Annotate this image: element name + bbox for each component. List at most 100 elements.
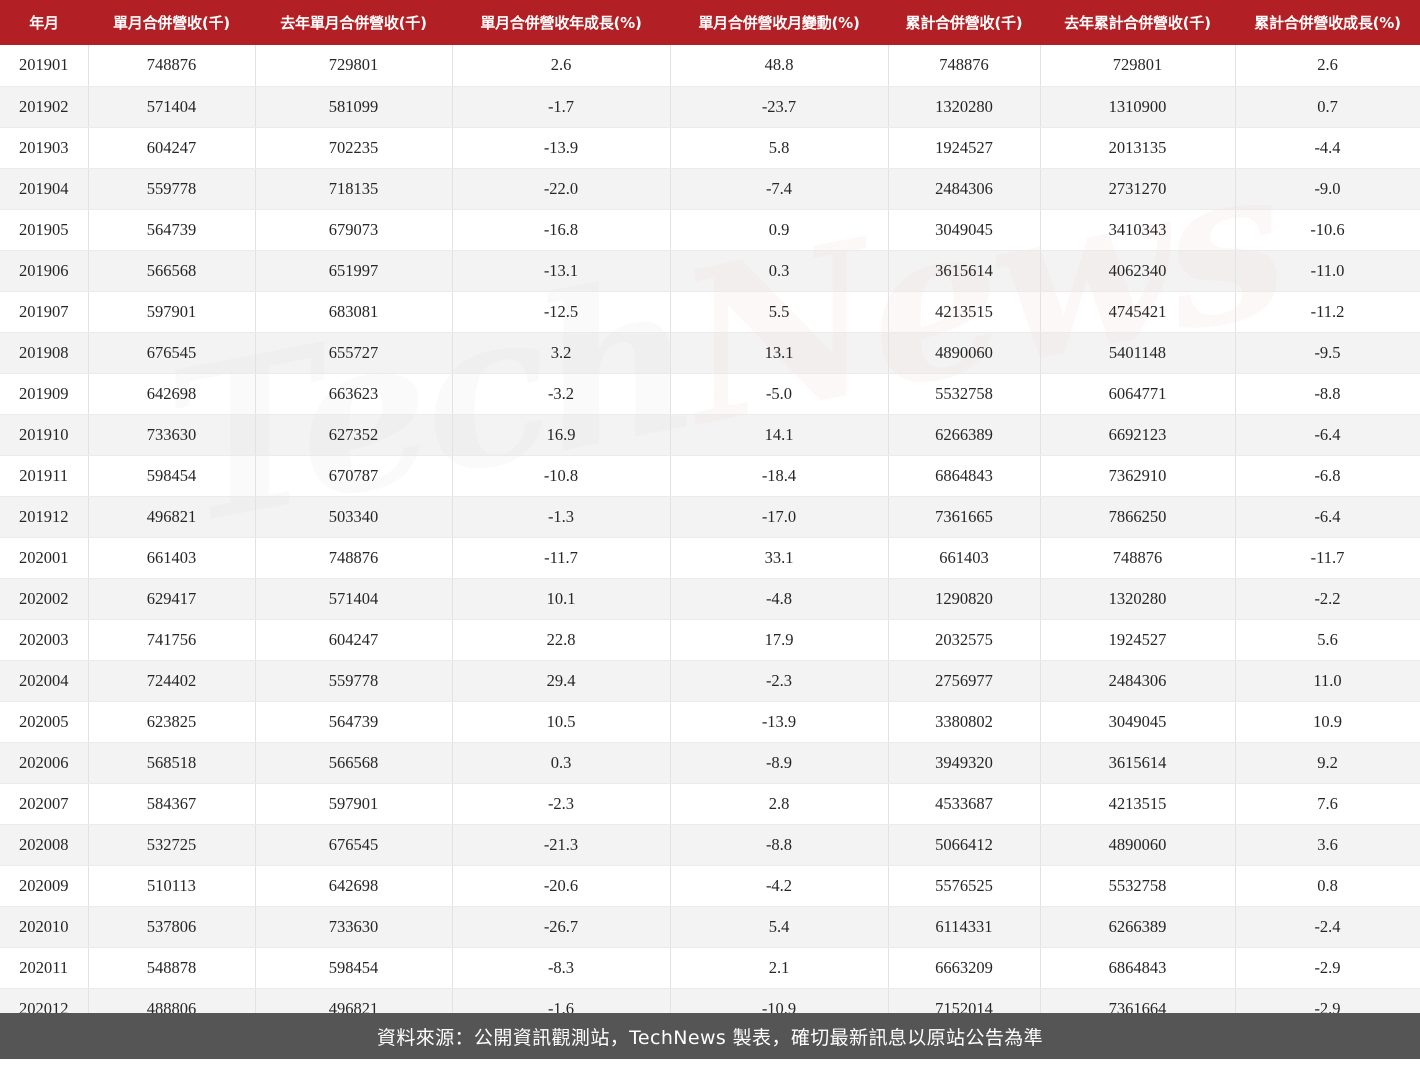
cell-monthly-revenue: 741756 [88,619,256,661]
cell-monthly-yoy-growth: 16.9 [452,414,671,456]
column-header-monthly-revenue-ly[interactable]: 去年單月合併營收(千) [255,0,452,45]
footer-bar: 資料來源：公開資訊觀測站，TechNews 製表，確切最新訊息以原站公告為準 [0,1013,1420,1059]
table-row: 202009 510113 642698 -20.6 -4.2 5576525 553275… [0,865,1420,907]
cell-monthly-revenue-ly: 642698 [255,865,453,907]
cell-cumulative-revenue-ly: 1320280 [1040,578,1236,620]
cell-cumulative-growth: -8.8 [1235,373,1420,415]
cell-cumulative-revenue: 7361665 [888,496,1041,538]
column-header-cumulative-revenue[interactable]: 累計合併營收(千) [888,0,1040,45]
cell-cumulative-revenue-ly: 4213515 [1040,783,1236,825]
cell-monthly-mom-change: -5.0 [670,373,889,415]
cell-cumulative-revenue-ly: 6692123 [1040,414,1236,456]
cell-cumulative-revenue-ly: 6864843 [1040,947,1236,989]
cell-cumulative-revenue-ly: 3615614 [1040,742,1236,784]
cell-monthly-revenue: 623825 [88,701,256,743]
cell-monthly-yoy-growth: -1.3 [452,496,671,538]
column-header-monthly-revenue[interactable]: 單月合併營收(千) [88,0,255,45]
cell-monthly-mom-change: -4.8 [670,578,889,620]
table-row: 201909 642698 663623 -3.2 -5.0 5532758 6064771… [0,373,1420,415]
cell-cumulative-revenue-ly: 4062340 [1040,250,1236,292]
cell-cumulative-revenue-ly: 1310900 [1040,86,1236,128]
cell-monthly-yoy-growth: 29.4 [452,660,671,702]
table-row: 202005 623825 564739 10.5 -13.9 3380802 304904… [0,701,1420,743]
cell-cumulative-revenue-ly: 748876 [1040,537,1236,579]
cell-year-month: 201908 [0,332,89,374]
cell-monthly-revenue: 532725 [88,824,256,866]
table-row: 201902 571404 581099 -1.7 -23.7 1320280 131090… [0,86,1420,128]
cell-year-month: 201912 [0,496,89,538]
cell-year-month: 201909 [0,373,89,415]
column-header-monthly-mom-change[interactable]: 單月合併營收月變動(%) [670,0,888,45]
table-row: 202010 537806 733630 -26.7 5.4 6114331 6266389… [0,906,1420,948]
cell-year-month: 201911 [0,455,89,497]
cell-monthly-revenue-ly: 571404 [255,578,453,620]
cell-cumulative-revenue: 3949320 [888,742,1041,784]
cell-monthly-yoy-growth: -13.1 [452,250,671,292]
table-header-row: 年月 單月合併營收(千) 去年單月合併營收(千) 單月合併營收年成長(%) 單月… [0,0,1420,45]
cell-monthly-revenue-ly: 598454 [255,947,453,989]
cell-cumulative-growth: 2.6 [1235,45,1420,87]
column-header-monthly-yoy-growth[interactable]: 單月合併營收年成長(%) [452,0,670,45]
cell-cumulative-revenue-ly: 4745421 [1040,291,1236,333]
cell-monthly-mom-change: 2.1 [670,947,889,989]
cell-cumulative-revenue-ly: 6266389 [1040,906,1236,948]
cell-year-month: 202001 [0,537,89,579]
source-note: 資料來源：公開資訊觀測站，TechNews 製表，確切最新訊息以原站公告為準 [376,1026,1044,1049]
cell-cumulative-growth: -9.5 [1235,332,1420,374]
table-row: 201911 598454 670787 -10.8 -18.4 6864843 73629… [0,455,1420,497]
cell-monthly-yoy-growth: -1.7 [452,86,671,128]
table-row: 201910 733630 627352 16.9 14.1 6266389 6692123… [0,414,1420,456]
cell-year-month: 202010 [0,906,89,948]
cell-monthly-yoy-growth: 2.6 [452,45,671,87]
cell-cumulative-growth: -10.6 [1235,209,1420,251]
cell-year-month: 202009 [0,865,89,907]
cell-monthly-yoy-growth: -11.7 [452,537,671,579]
column-header-year-month[interactable]: 年月 [0,0,88,45]
cell-cumulative-revenue: 4533687 [888,783,1041,825]
cell-monthly-mom-change: 0.9 [670,209,889,251]
cell-monthly-mom-change: 5.8 [670,127,889,169]
cell-cumulative-growth: 7.6 [1235,783,1420,825]
cell-year-month: 202004 [0,660,89,702]
cell-cumulative-revenue-ly: 2731270 [1040,168,1236,210]
cell-monthly-revenue: 604247 [88,127,256,169]
cell-monthly-yoy-growth: -26.7 [452,906,671,948]
cell-cumulative-revenue-ly: 729801 [1040,45,1236,87]
cell-monthly-revenue: 661403 [88,537,256,579]
cell-year-month: 202008 [0,824,89,866]
cell-monthly-revenue: 566568 [88,250,256,292]
column-header-cumulative-revenue-ly[interactable]: 去年累計合併營收(千) [1040,0,1235,45]
cell-cumulative-revenue-ly: 7866250 [1040,496,1236,538]
cell-cumulative-revenue: 1290820 [888,578,1041,620]
table-row: 202003 741756 604247 22.8 17.9 2032575 1924527… [0,619,1420,661]
cell-cumulative-revenue: 1320280 [888,86,1041,128]
cell-cumulative-revenue: 6864843 [888,455,1041,497]
cell-cumulative-revenue: 1924527 [888,127,1041,169]
cell-monthly-yoy-growth: 3.2 [452,332,671,374]
cell-cumulative-growth: 3.6 [1235,824,1420,866]
cell-monthly-mom-change: 13.1 [670,332,889,374]
column-header-cumulative-growth[interactable]: 累計合併營收成長(%) [1235,0,1420,45]
cell-monthly-revenue-ly: 655727 [255,332,453,374]
cell-monthly-yoy-growth: -16.8 [452,209,671,251]
cell-monthly-revenue: 496821 [88,496,256,538]
table-row: 201904 559778 718135 -22.0 -7.4 2484306 273127… [0,168,1420,210]
table-row: 202006 568518 566568 0.3 -8.9 3949320 3615614 9… [0,742,1420,784]
cell-monthly-revenue-ly: 733630 [255,906,453,948]
cell-monthly-yoy-growth: 10.1 [452,578,671,620]
cell-year-month: 201902 [0,86,89,128]
cell-cumulative-growth: -6.4 [1235,414,1420,456]
cell-monthly-revenue-ly: 627352 [255,414,453,456]
cell-monthly-mom-change: -2.3 [670,660,889,702]
cell-cumulative-revenue-ly: 5532758 [1040,865,1236,907]
cell-monthly-mom-change: -13.9 [670,701,889,743]
cell-monthly-revenue: 724402 [88,660,256,702]
cell-monthly-revenue: 597901 [88,291,256,333]
table-row: 202007 584367 597901 -2.3 2.8 4533687 4213515 7… [0,783,1420,825]
cell-cumulative-growth: -6.4 [1235,496,1420,538]
cell-monthly-revenue: 510113 [88,865,256,907]
cell-monthly-yoy-growth: -22.0 [452,168,671,210]
cell-monthly-yoy-growth: -20.6 [452,865,671,907]
cell-year-month: 201905 [0,209,89,251]
cell-monthly-mom-change: 2.8 [670,783,889,825]
